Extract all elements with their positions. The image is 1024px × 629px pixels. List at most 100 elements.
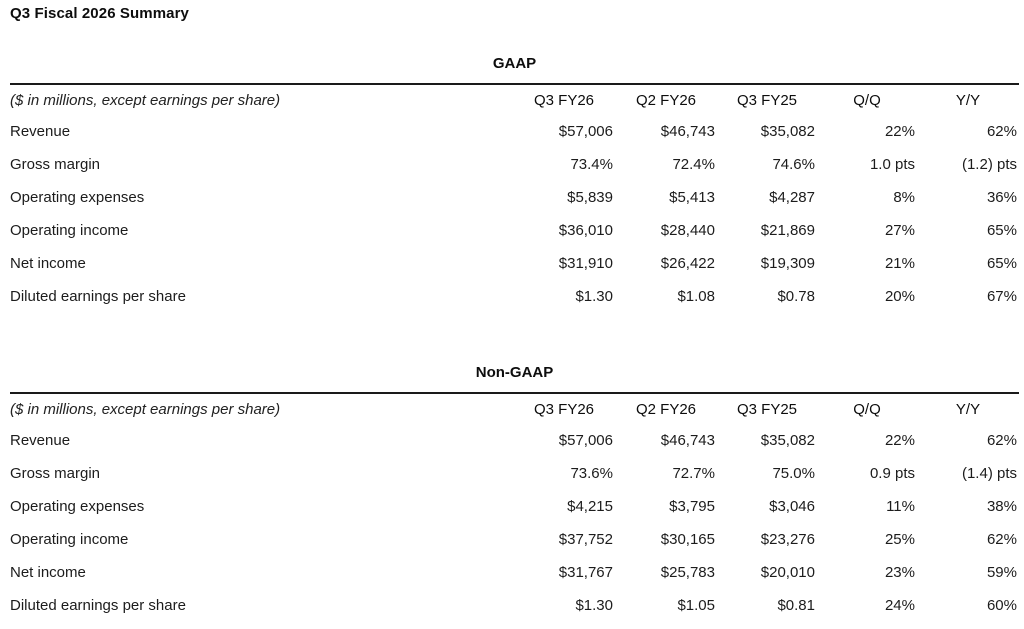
cell-value: 8% [893, 189, 915, 206]
table-row: Revenue $57,006 $46,743 $35,082 22% 62% [10, 115, 1019, 148]
cell-value: 60% [986, 597, 1017, 614]
cell-value: 0.9 pts [869, 465, 915, 482]
gaap-table: ($ in millions, except earnings per shar… [10, 83, 1019, 313]
non-gaap-unit-note: ($ in millions, except earnings per shar… [10, 400, 281, 418]
cell-value: $19,309 [760, 255, 815, 272]
table-row: Gross margin 73.6% 72.7% 75.0% 0.9 pts (1.4) … [10, 457, 1019, 490]
table-row: Revenue $57,006 $46,743 $35,082 22% 62% [10, 424, 1019, 457]
table-row: Net income $31,910 $26,422 $19,309 21% 65% [10, 247, 1019, 280]
row-label: Diluted earnings per share [10, 597, 186, 614]
cell-value: $57,006 [558, 432, 613, 449]
row-label: Operating income [10, 531, 129, 548]
cell-value: 21% [884, 255, 915, 272]
gaap-unit-note: ($ in millions, except earnings per shar… [10, 91, 281, 109]
non-gaap-column-header-q2fy26: Q2 FY26 [635, 400, 697, 418]
cell-value: $21,869 [760, 222, 815, 239]
cell-value: $1.08 [677, 288, 715, 305]
row-label: Operating expenses [10, 498, 145, 515]
cell-value: $1.30 [575, 597, 613, 614]
cell-value: $0.81 [777, 597, 815, 614]
cell-value: 72.4% [672, 156, 715, 173]
cell-value: 67% [986, 288, 1017, 305]
cell-value: $4,287 [769, 189, 815, 206]
row-label: Net income [10, 255, 86, 272]
cell-value: (1.2) pts [961, 156, 1017, 173]
gaap-column-header-qq: Q/Q [853, 91, 881, 109]
cell-value: $37,752 [558, 531, 613, 548]
row-label: Operating expenses [10, 189, 145, 206]
cell-value: $31,910 [558, 255, 613, 272]
non-gaap-header-row: ($ in millions, except earnings per shar… [10, 393, 1019, 424]
cell-value: 62% [986, 432, 1017, 449]
table-row: Diluted earnings per share $1.30 $1.08 $0.7… [10, 280, 1019, 313]
table-row: Operating income $36,010 $28,440 $21,869 27%… [10, 214, 1019, 247]
non-gaap-column-header-qq: Q/Q [853, 400, 881, 418]
non-gaap-table: ($ in millions, except earnings per shar… [10, 392, 1019, 622]
non-gaap-table-title: Non-GAAP [475, 364, 554, 381]
row-label: Net income [10, 564, 86, 581]
cell-value: $35,082 [760, 123, 815, 140]
cell-value: 59% [986, 564, 1017, 581]
cell-value: $30,165 [660, 531, 715, 548]
row-label: Revenue [10, 123, 71, 140]
cell-value: 73.6% [570, 465, 613, 482]
cell-value: $0.78 [777, 288, 815, 305]
row-label: Gross margin [10, 465, 101, 482]
cell-value: $31,767 [558, 564, 613, 581]
cell-value: $4,215 [567, 498, 613, 515]
non-gaap-column-header-q3fy25: Q3 FY25 [736, 400, 798, 418]
cell-value: 72.7% [672, 465, 715, 482]
cell-value: $57,006 [558, 123, 613, 140]
table-row: Operating expenses $4,215 $3,795 $3,046 11% 3… [10, 490, 1019, 523]
cell-value: $3,046 [769, 498, 815, 515]
cell-value: 73.4% [570, 156, 613, 173]
cell-value: 27% [884, 222, 915, 239]
cell-value: 65% [986, 255, 1017, 272]
cell-value: $26,422 [660, 255, 715, 272]
row-label: Gross margin [10, 156, 101, 173]
cell-value: $23,276 [760, 531, 815, 548]
cell-value: 65% [986, 222, 1017, 239]
cell-value: $20,010 [760, 564, 815, 581]
non-gaap-column-header-yy: Y/Y [955, 400, 981, 418]
cell-value: $46,743 [660, 123, 715, 140]
cell-value: 24% [884, 597, 915, 614]
cell-value: $28,440 [660, 222, 715, 239]
table-row: Net income $31,767 $25,783 $20,010 23% 59% [10, 556, 1019, 589]
cell-value: $35,082 [760, 432, 815, 449]
cell-value: $3,795 [669, 498, 715, 515]
table-row: Gross margin 73.4% 72.4% 74.6% 1.0 pts (1.2) … [10, 148, 1019, 181]
gaap-column-header-q3fy26: Q3 FY26 [533, 91, 595, 109]
cell-value: $5,413 [669, 189, 715, 206]
cell-value: 75.0% [772, 465, 815, 482]
page-title: Q3 Fiscal 2026 Summary [10, 5, 189, 22]
cell-value: 22% [884, 123, 915, 140]
gaap-table-title: GAAP [492, 55, 537, 72]
cell-value: 20% [884, 288, 915, 305]
cell-value: 23% [884, 564, 915, 581]
cell-value: $1.30 [575, 288, 613, 305]
cell-value: $46,743 [660, 432, 715, 449]
cell-value: 22% [884, 432, 915, 449]
gaap-header-row: ($ in millions, except earnings per shar… [10, 84, 1019, 115]
cell-value: 25% [884, 531, 915, 548]
cell-value: 74.6% [772, 156, 815, 173]
cell-value: 38% [986, 498, 1017, 515]
gaap-column-header-yy: Y/Y [955, 91, 981, 109]
table-row: Operating expenses $5,839 $5,413 $4,287 8% 36… [10, 181, 1019, 214]
cell-value: 36% [986, 189, 1017, 206]
row-label: Operating income [10, 222, 129, 239]
cell-value: 11% [886, 498, 915, 515]
non-gaap-column-header-q3fy26: Q3 FY26 [533, 400, 595, 418]
cell-value: 62% [986, 123, 1017, 140]
cell-value: $1.05 [677, 597, 715, 614]
row-label: Revenue [10, 432, 71, 449]
table-row: Diluted earnings per share $1.30 $1.05 $0.8… [10, 589, 1019, 622]
table-row: Operating income $37,752 $30,165 $23,276 25%… [10, 523, 1019, 556]
cell-value: $36,010 [558, 222, 613, 239]
cell-value: $5,839 [567, 189, 613, 206]
cell-value: 1.0 pts [869, 156, 915, 173]
gaap-column-header-q2fy26: Q2 FY26 [635, 91, 697, 109]
cell-value: (1.4) pts [961, 465, 1017, 482]
